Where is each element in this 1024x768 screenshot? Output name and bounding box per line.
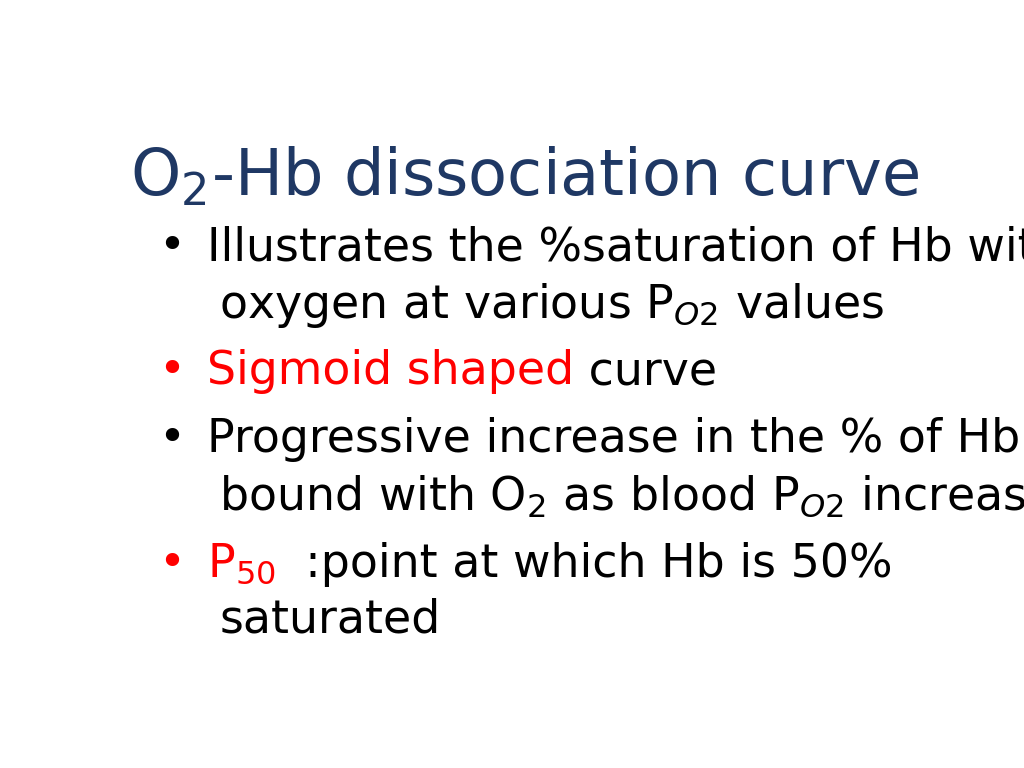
Text: •: • <box>158 418 185 462</box>
Text: P$_{50}$: P$_{50}$ <box>207 541 276 587</box>
Text: •: • <box>158 225 185 270</box>
Text: saturated: saturated <box>219 598 440 643</box>
Text: •: • <box>158 349 185 395</box>
Text: oxygen at various P$_{O2}$ values: oxygen at various P$_{O2}$ values <box>219 281 885 330</box>
Text: :point at which Hb is 50%: :point at which Hb is 50% <box>276 541 893 587</box>
Text: •: • <box>158 541 185 587</box>
Text: bound with O$_2$ as blood P$_{O2}$ increases: bound with O$_2$ as blood P$_{O2}$ incre… <box>219 474 1024 519</box>
Text: curve: curve <box>574 349 718 395</box>
Text: O$_2$-Hb dissociation curve: O$_2$-Hb dissociation curve <box>130 145 920 209</box>
Text: Progressive increase in the % of Hb: Progressive increase in the % of Hb <box>207 418 1021 462</box>
Text: Sigmoid shaped: Sigmoid shaped <box>207 349 574 395</box>
Text: Illustrates the %saturation of Hb with: Illustrates the %saturation of Hb with <box>207 225 1024 270</box>
